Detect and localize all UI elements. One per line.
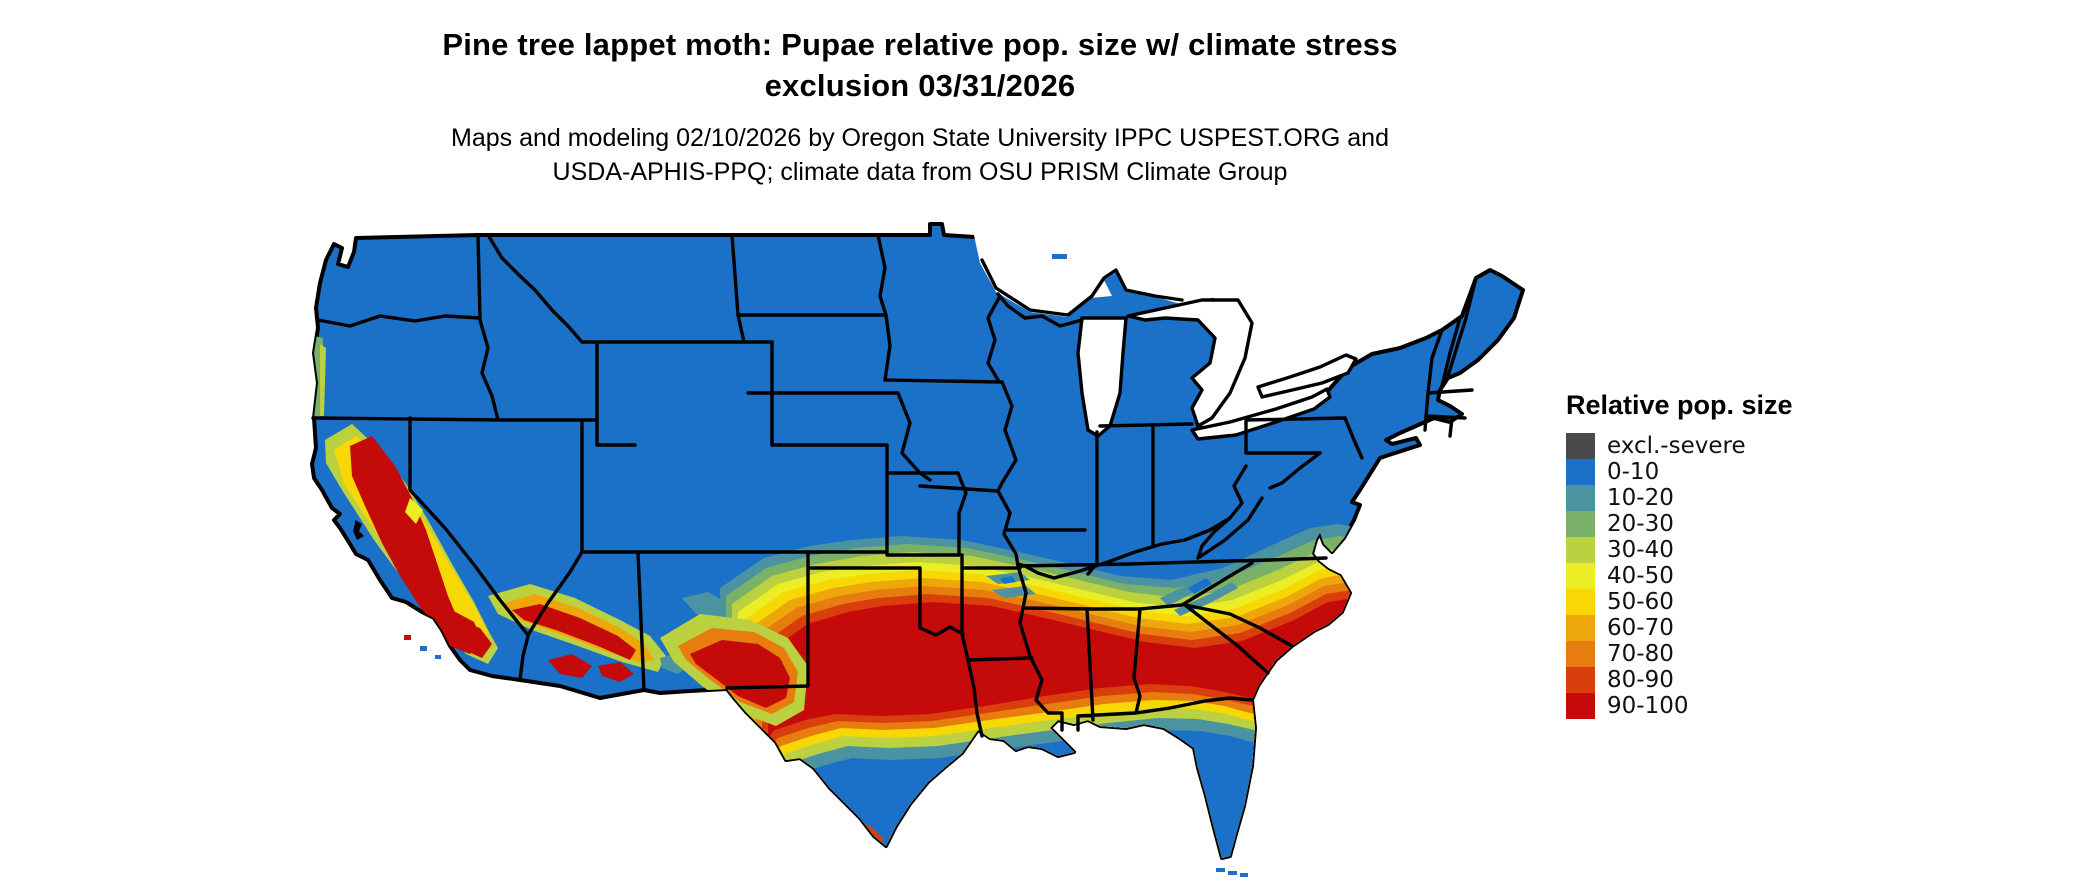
title-line-1: Pine tree lappet moth: Pupae relative po…	[442, 27, 1398, 62]
legend-label: 30-40	[1607, 537, 1674, 563]
legend-label: 90-100	[1607, 693, 1689, 719]
south-arizona-red-patch-2	[598, 662, 634, 682]
california-red-core	[350, 436, 492, 658]
subtitle-line-2: USDA-APHIS-PPQ; climate data from OSU PR…	[552, 158, 1288, 186]
legend-label: 20-30	[1607, 511, 1674, 537]
legend-label: 60-70	[1607, 615, 1674, 641]
lake-superior-shoreline	[980, 258, 1184, 317]
lake-erie	[1190, 387, 1332, 441]
us-choropleth-map	[310, 222, 1525, 877]
legend-swatch	[1566, 563, 1595, 589]
legend-item: 60-70	[1566, 615, 1793, 641]
legend-label: 80-90	[1607, 667, 1674, 693]
sierra-east-patch	[405, 498, 423, 524]
map-title: Pine tree lappet moth: Pupae relative po…	[0, 24, 1840, 106]
new-mexico-teal-patch-1	[682, 592, 726, 618]
band-10-20-south	[660, 718, 1390, 858]
legend-swatch	[1566, 589, 1595, 615]
state-borders	[311, 233, 1478, 738]
legend-label: 40-50	[1607, 563, 1674, 589]
oregon-coast-strip-inner	[320, 344, 326, 416]
legend-swatch	[1566, 641, 1595, 667]
lake-michigan	[1076, 316, 1128, 438]
legend-item: 30-40	[1566, 537, 1793, 563]
map-subtitle: Maps and modeling 02/10/2026 by Oregon S…	[0, 121, 1840, 189]
west-texas-red-core	[690, 640, 790, 708]
socal-red-patch	[426, 610, 482, 654]
legend-swatch	[1566, 667, 1595, 693]
legend-item: 40-50	[1566, 563, 1793, 589]
title-line-2: exclusion 03/31/2026	[764, 68, 1076, 103]
south-arizona-red-patch-1	[548, 654, 592, 678]
legend-swatch	[1566, 693, 1595, 719]
sf-bay	[353, 520, 364, 540]
legend-label: 10-20	[1607, 485, 1674, 511]
legend-swatch	[1566, 537, 1595, 563]
band-0-10-south	[660, 730, 1390, 858]
subtitle-line-1: Maps and modeling 02/10/2026 by Oregon S…	[451, 124, 1389, 152]
legend-item: 80-90	[1566, 667, 1793, 693]
legend-item: 50-60	[1566, 589, 1793, 615]
isle-royale	[1052, 254, 1067, 259]
legend-title: Relative pop. size	[1566, 390, 1793, 420]
ozark-blue-dab	[1000, 576, 1016, 584]
legend-item: 10-20	[1566, 485, 1793, 511]
legend-swatch	[1566, 485, 1595, 511]
legend-item: 0-10	[1566, 459, 1793, 485]
legend-swatch	[1566, 615, 1595, 641]
us-map-container	[230, 168, 1545, 885]
florida-keys	[1216, 868, 1248, 877]
legend: Relative pop. size excl.-severe 0-10 10-20…	[1566, 390, 1793, 719]
legend-label: excl.-severe	[1607, 433, 1746, 459]
legend-label: 70-80	[1607, 641, 1674, 667]
legend-swatch	[1566, 459, 1595, 485]
arizona-red-core	[512, 604, 636, 660]
channel-islands	[404, 635, 441, 659]
legend-item: excl.-severe	[1566, 433, 1793, 459]
lake-ontario	[1256, 353, 1358, 399]
lake-superior	[972, 226, 1218, 317]
legend-swatch	[1566, 433, 1595, 459]
legend-item: 70-80	[1566, 641, 1793, 667]
legend-item: 90-100	[1566, 693, 1793, 719]
legend-label: 0-10	[1607, 459, 1660, 485]
legend-rows: excl.-severe 0-10 10-20 20-30 30-40 40-50 50-6…	[1566, 433, 1793, 719]
legend-label: 50-60	[1607, 589, 1674, 615]
lake-huron	[1126, 298, 1254, 428]
legend-item: 20-30	[1566, 511, 1793, 537]
appalachian-blue-dab	[1188, 578, 1212, 594]
legend-swatch	[1566, 511, 1595, 537]
